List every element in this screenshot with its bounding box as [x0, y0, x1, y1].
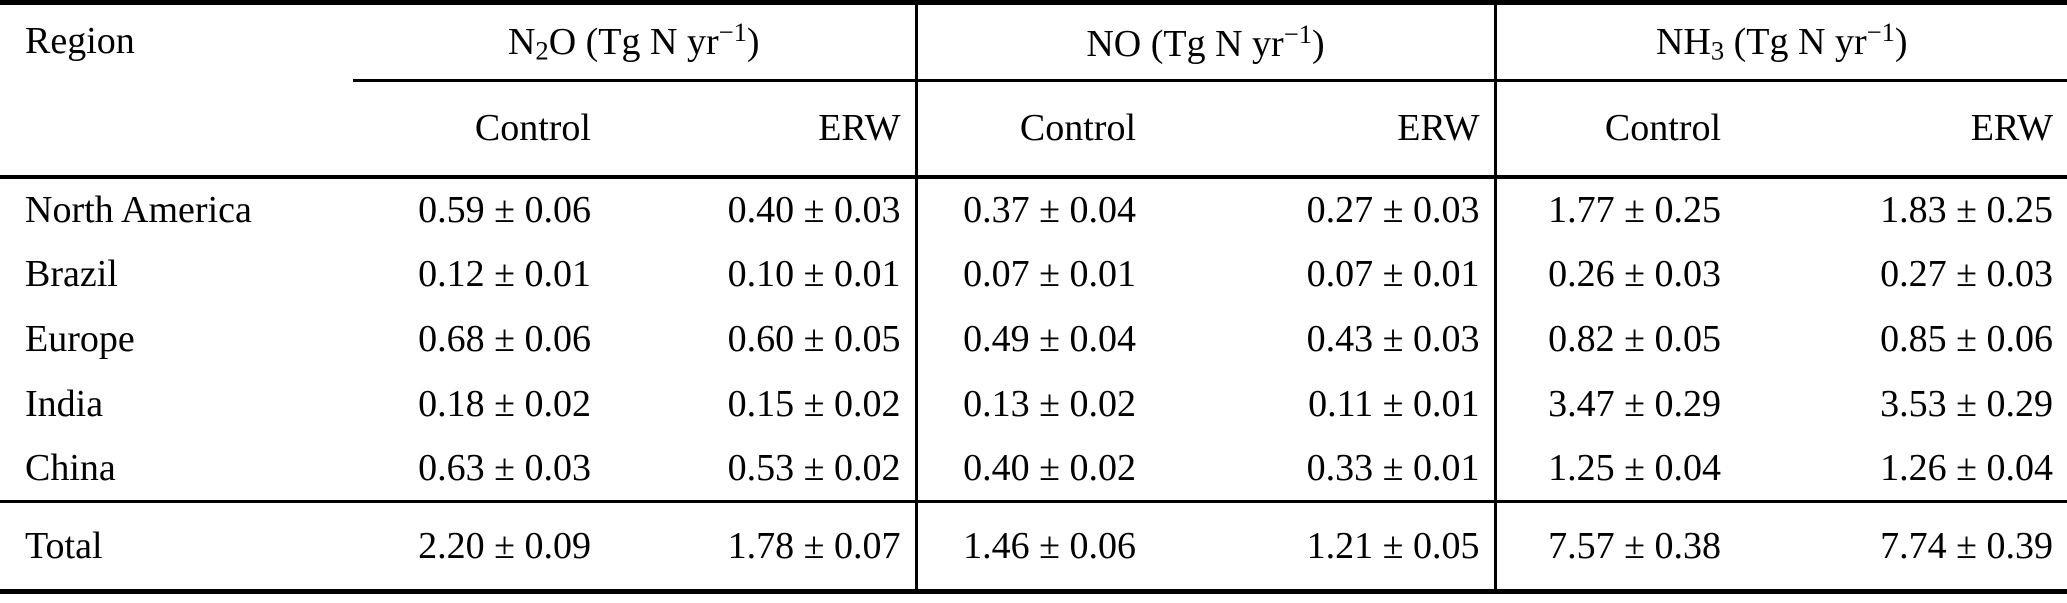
column-header-no-control: Control: [1019, 107, 1137, 150]
value-cell: 0.26 ± 0.03: [1548, 253, 1722, 295]
value-cell: 1.25 ± 0.04: [1548, 447, 1722, 490]
group-header-nh3: NH3 (Tg N yr−1): [1495, 2, 2067, 82]
region-cell: Europe: [25, 318, 135, 360]
value-cell: 0.63 ± 0.03: [418, 447, 591, 490]
value-cell: 0.40 ± 0.03: [605, 176, 918, 242]
region-cell: China: [25, 447, 116, 490]
value-cell: 0.43 ± 0.03: [1150, 306, 1497, 372]
group-header-n2o: N2O (Tg N yr−1): [353, 2, 918, 82]
region-column-header: Region: [25, 20, 135, 62]
table-row-total: Total 2.20 ± 0.09 1.78 ± 0.07 1.46 ± 0.0…: [0, 501, 2067, 592]
value-cell: 0.68 ± 0.06: [418, 318, 591, 360]
value-cell: 1.83 ± 0.25: [1880, 189, 2054, 231]
table-row-india: India 0.18 ± 0.02 0.15 ± 0.02 0.13 ± 0.0…: [0, 371, 2067, 437]
total-value-cell: 1.46 ± 0.06: [963, 525, 1137, 567]
value-cell: 0.49 ± 0.04: [963, 318, 1137, 360]
value-cell: 0.07 ± 0.01: [963, 253, 1137, 295]
column-header-nh3-control: Control: [1604, 107, 1722, 150]
column-header-no-erw: ERW: [1150, 80, 1497, 177]
value-cell: 0.27 ± 0.03: [1150, 176, 1497, 242]
value-cell: 0.82 ± 0.05: [1548, 318, 1722, 360]
value-cell: 3.53 ± 0.29: [1880, 383, 2054, 425]
subheader-row: Control ERW Control ERW Control ERW: [0, 80, 2067, 177]
value-cell: 1.26 ± 0.04: [1880, 447, 2054, 490]
value-cell: 0.37 ± 0.04: [963, 189, 1137, 231]
value-cell: 0.11 ± 0.01: [1150, 371, 1497, 437]
value-cell: 0.12 ± 0.01: [418, 253, 591, 295]
total-value-cell: 7.57 ± 0.38: [1548, 525, 1722, 567]
value-cell: 0.07 ± 0.01: [1150, 241, 1497, 307]
value-cell: 0.60 ± 0.05: [605, 306, 918, 372]
value-cell: 1.77 ± 0.25: [1548, 189, 1722, 231]
table-row-china: China 0.63 ± 0.03 0.53 ± 0.02 0.40 ± 0.0…: [0, 436, 2067, 502]
value-cell: 0.85 ± 0.06: [1880, 318, 2054, 360]
total-value-cell: 2.20 ± 0.09: [418, 525, 591, 567]
table-row-north-america: North America 0.59 ± 0.06 0.40 ± 0.03 0.…: [0, 176, 2067, 242]
column-header-n2o-erw: ERW: [605, 80, 918, 177]
value-cell: 3.47 ± 0.29: [1548, 383, 1722, 425]
region-cell: North America: [25, 189, 252, 231]
table-row-brazil: Brazil 0.12 ± 0.01 0.10 ± 0.01 0.07 ± 0.…: [0, 241, 2067, 307]
value-cell: 0.53 ± 0.02: [605, 436, 918, 502]
value-cell: 0.13 ± 0.02: [963, 383, 1137, 425]
column-header-n2o-control: Control: [474, 107, 591, 150]
value-cell: 0.15 ± 0.02: [605, 371, 918, 437]
column-header-nh3-erw: ERW: [1970, 107, 2054, 150]
value-cell: 0.27 ± 0.03: [1880, 253, 2054, 295]
region-cell: Brazil: [25, 253, 118, 295]
total-value-cell: 1.78 ± 0.07: [605, 501, 918, 592]
total-value-cell: 1.21 ± 0.05: [1150, 501, 1497, 592]
total-value-cell: 7.74 ± 0.39: [1880, 525, 2054, 567]
value-cell: 0.40 ± 0.02: [963, 447, 1137, 490]
region-cell: India: [25, 383, 104, 425]
value-cell: 0.33 ± 0.01: [1150, 436, 1497, 502]
value-cell: 0.18 ± 0.02: [418, 383, 591, 425]
value-cell: 0.10 ± 0.01: [605, 241, 918, 307]
group-header-row: Region N2O (Tg N yr−1) NO (Tg N yr−1) NH…: [0, 2, 2067, 82]
group-header-no: NO (Tg N yr−1): [916, 2, 1497, 82]
total-label: Total: [25, 525, 103, 567]
table-row-europe: Europe 0.68 ± 0.06 0.60 ± 0.05 0.49 ± 0.…: [0, 306, 2067, 372]
value-cell: 0.59 ± 0.06: [418, 189, 591, 231]
